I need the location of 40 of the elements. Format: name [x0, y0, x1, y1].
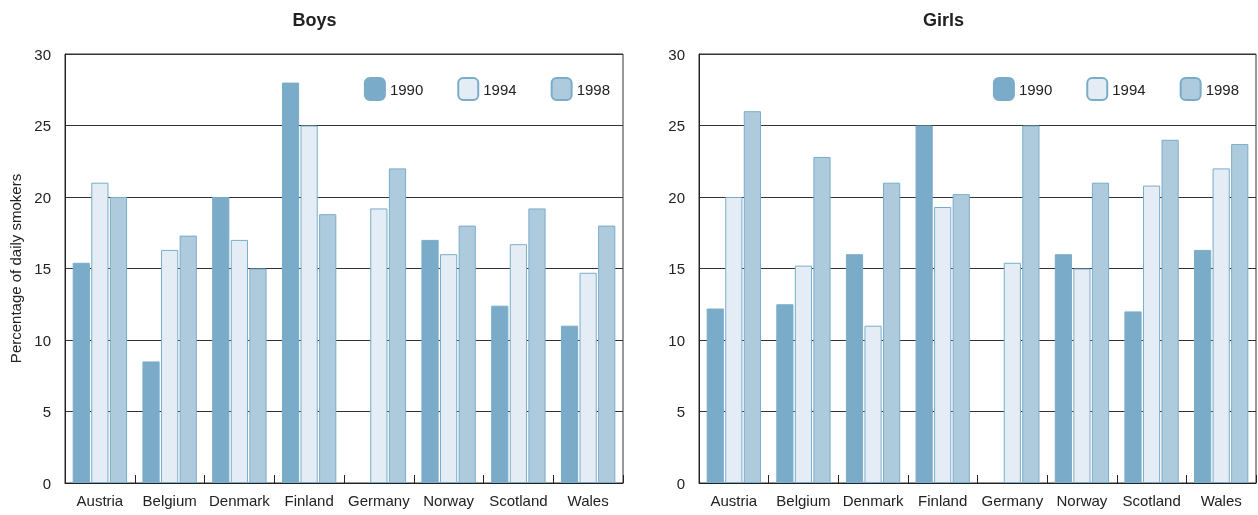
y-tick-label: 0: [42, 474, 51, 492]
x-tick-label: Wales: [567, 492, 609, 509]
chart-title: Girls: [922, 10, 965, 30]
bar: [952, 194, 970, 483]
y-tick-label: 5: [676, 403, 685, 420]
x-tick-label: Germany: [981, 492, 1044, 509]
x-tick-label: Scotland: [489, 492, 548, 509]
x-tick-label: Finland: [918, 492, 968, 509]
x-tick-label: Belgium: [776, 492, 831, 509]
y-tick-label: 5: [42, 403, 51, 420]
legend-label: 1998: [576, 80, 611, 98]
x-tick-label: Denmark: [208, 492, 271, 509]
x-tick-label: Austria: [710, 492, 758, 509]
y-axis-title: Percentage of daily smokers: [7, 173, 24, 364]
y-tick-label: 30: [668, 45, 685, 63]
y-tick-label: 10: [34, 331, 51, 349]
y-tick-label: 20: [34, 188, 51, 206]
y-tick-label: 30: [34, 45, 51, 63]
x-tick-label: Belgium: [142, 492, 197, 509]
x-tick-label: Scotland: [1122, 492, 1181, 509]
y-tick-label: 20: [668, 188, 685, 206]
x-tick-label: Norway: [423, 492, 475, 509]
x-tick-label: Finland: [284, 492, 334, 509]
x-tick-label: Germany: [348, 492, 411, 509]
y-tick-label: 15: [668, 260, 685, 277]
y-tick-label: 0: [676, 474, 685, 492]
legend-label: 1994: [483, 80, 517, 98]
x-tick-label: Denmark: [842, 492, 904, 509]
legend-label: 1990: [389, 80, 424, 98]
x-tick-label: Norway: [1056, 492, 1108, 509]
x-tick-label: Austria: [76, 492, 124, 509]
legend-label: 1990: [1018, 80, 1053, 98]
y-tick-label: 25: [668, 117, 685, 134]
legend-label: 1994: [1112, 80, 1146, 98]
legend-label: 1998: [1205, 80, 1240, 98]
y-tick-label: 15: [34, 260, 51, 277]
y-tick-label: 25: [34, 117, 51, 134]
chart-title: Boys: [292, 10, 337, 30]
y-tick-label: 10: [668, 331, 685, 349]
x-tick-label: Wales: [1200, 492, 1242, 509]
